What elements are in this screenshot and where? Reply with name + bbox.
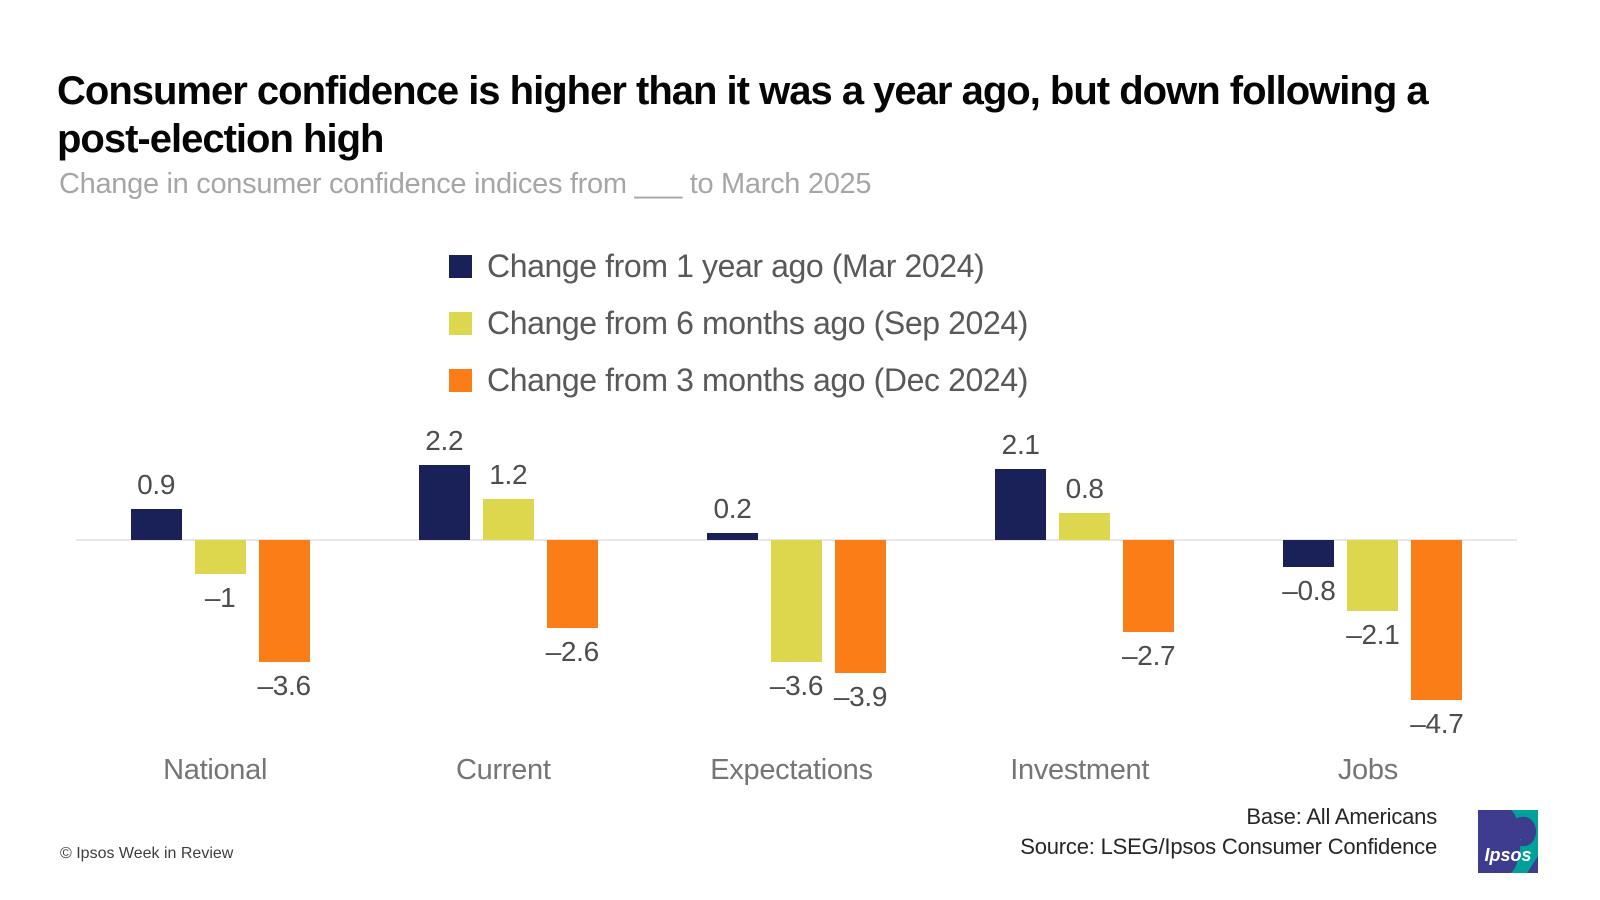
chart-subtitle: Change in consumer confidence indices fr… — [59, 168, 872, 200]
legend-swatch-icon — [449, 255, 472, 278]
bar-investment-series1 — [995, 468, 1047, 540]
bar-jobs-series3 — [1411, 540, 1463, 700]
value-label: –4.7 — [1410, 707, 1464, 739]
value-label: 0.8 — [1065, 472, 1104, 504]
footer-notes: Base: All Americans Source: LSEG/Ipsos C… — [1020, 802, 1437, 862]
bar-national-series2 — [194, 540, 246, 574]
bar-national-series3 — [258, 540, 310, 663]
legend-item-2: Change from 6 months ago (Sep 2024) — [449, 295, 1028, 352]
legend-label: Change from 3 months ago (Dec 2024) — [487, 362, 1028, 398]
bar-expectations-series1 — [707, 533, 758, 540]
value-label: 1.2 — [489, 459, 528, 491]
category-label-jobs: Jobs — [1337, 754, 1398, 786]
category-label-current: Current — [455, 754, 551, 786]
legend-item-3: Change from 3 months ago (Dec 2024) — [449, 352, 1028, 409]
bar-current-series3 — [546, 540, 598, 629]
page-title: Consumer confidence is higher than it wa… — [57, 68, 1429, 161]
category-label-national: National — [163, 754, 268, 786]
value-label: –0.8 — [1282, 575, 1336, 607]
bar-investment-series3 — [1123, 540, 1175, 632]
value-label: –3.6 — [769, 670, 824, 702]
value-label: –2.1 — [1346, 619, 1400, 651]
legend-label: Change from 6 months ago (Sep 2024) — [487, 305, 1029, 341]
category-label-expectations: Expectations — [710, 754, 873, 786]
logo-face-silhouette — [1511, 816, 1537, 846]
value-label: 0.9 — [137, 469, 176, 501]
bar-expectations-series2 — [771, 540, 822, 663]
value-label: –1 — [204, 582, 236, 613]
chart-legend: Change from 1 year ago (Mar 2024) Change … — [449, 238, 1028, 409]
legend-item-1: Change from 1 year ago (Mar 2024) — [449, 238, 1028, 295]
bar-current-series1 — [418, 465, 470, 540]
bar-investment-series2 — [1059, 512, 1111, 540]
base-note: Base: All Americans — [1246, 804, 1437, 829]
source-note: Source: LSEG/Ipsos Consumer Confidence — [1020, 834, 1437, 859]
ipsos-logo: Ipsos — [1478, 810, 1538, 873]
logo-wordmark: Ipsos — [1484, 845, 1531, 865]
bar-national-series1 — [130, 509, 182, 540]
value-label: 2.1 — [1001, 428, 1040, 460]
bar-current-series2 — [482, 499, 534, 540]
value-label: 0.2 — [713, 493, 752, 525]
category-label-investment: Investment — [1010, 754, 1150, 786]
value-label: 2.2 — [425, 425, 464, 457]
legend-swatch-icon — [449, 369, 472, 392]
value-label: –2.7 — [1122, 639, 1176, 671]
value-label: –2.6 — [545, 636, 600, 668]
legend-label: Change from 1 year ago (Mar 2024) — [487, 248, 985, 284]
bar-jobs-series2 — [1347, 540, 1399, 612]
copyright-note: © Ipsos Week in Review — [60, 845, 234, 862]
value-label: –3.6 — [257, 670, 311, 702]
legend-swatch-icon — [449, 312, 472, 335]
ipsos-logo-graphic: Ipsos — [1478, 810, 1538, 873]
bar-expectations-series3 — [835, 540, 886, 673]
bar-jobs-series1 — [1283, 540, 1335, 568]
value-label: –3.9 — [833, 680, 888, 712]
